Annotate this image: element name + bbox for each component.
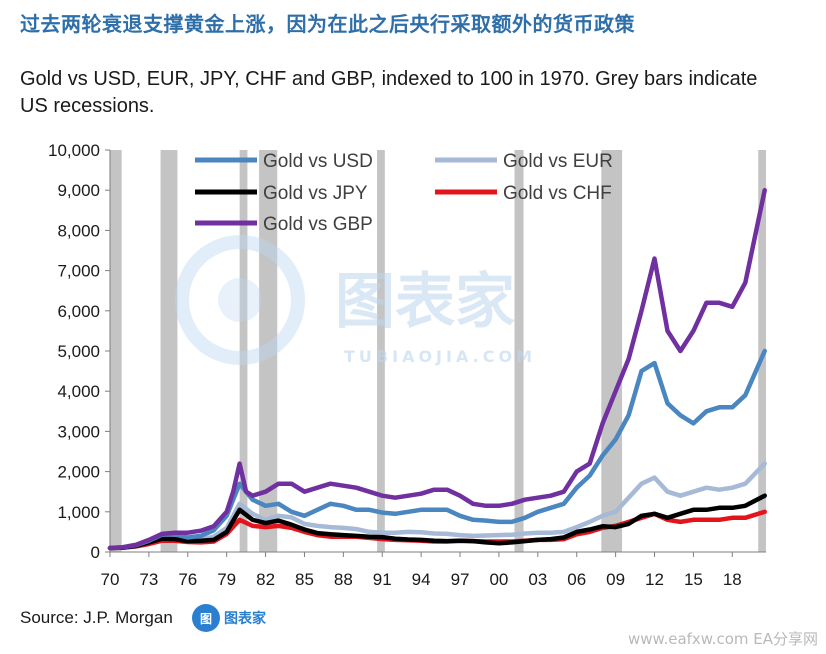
legend-label-gold-vs-chf: Gold vs CHF <box>503 183 612 204</box>
x-tick-label: 06 <box>567 570 586 589</box>
y-tick-label: 0 <box>91 543 100 562</box>
x-tick-label: 18 <box>723 570 742 589</box>
watermark-subtext: TUBIAOJIA.COM <box>344 347 536 366</box>
x-tick-label: 70 <box>101 570 120 589</box>
x-tick-label: 85 <box>295 570 314 589</box>
x-tick-label: 12 <box>645 570 664 589</box>
recession-bar-1 <box>160 150 178 552</box>
recession-bar-0 <box>110 150 122 552</box>
x-tick-label: 94 <box>412 570 431 589</box>
series-line-gold-vs-gbp <box>107 187 767 551</box>
x-tick-label: 76 <box>178 570 197 589</box>
source-logo: 图 图表家 <box>192 604 266 632</box>
y-tick-label: 10,000 <box>48 141 100 160</box>
headline: 过去两轮衰退支撑黄金上涨，因为在此之后央行采取额外的货币政策 <box>20 12 635 36</box>
y-tick-label: 7,000 <box>57 262 100 281</box>
recession-bar-6 <box>601 150 623 552</box>
logo-icon: 图 <box>192 604 220 632</box>
x-tick-label: 79 <box>217 570 236 589</box>
recession-bars <box>110 150 766 552</box>
legend-label-gold-vs-usd: Gold vs USD <box>263 151 373 172</box>
x-tick-label: 91 <box>373 570 392 589</box>
legend-label-gold-vs-jpy: Gold vs JPY <box>263 183 368 204</box>
recession-bar-2 <box>239 150 248 552</box>
legend-label-gold-vs-gbp: Gold vs GBP <box>263 214 373 235</box>
watermark: 图表家 TUBIAOJIA.COM <box>175 235 536 366</box>
chart-subtitle: Gold vs USD, EUR, JPY, CHF and GBP, inde… <box>20 68 758 117</box>
y-tick-label: 9,000 <box>57 181 100 200</box>
y-tick-label: 2,000 <box>57 463 100 482</box>
footer-watermark: www.eafxw.com EA分享网 <box>628 630 818 648</box>
legend: Gold vs USD Gold vs EUR Gold vs JPY Gold vs… <box>195 151 613 235</box>
x-tick-label: 09 <box>606 570 625 589</box>
y-tick-label: 6,000 <box>57 302 100 321</box>
y-tick-label: 4,000 <box>57 382 100 401</box>
series-line-gold-vs-usd <box>107 348 767 551</box>
y-tick-label: 5,000 <box>57 342 100 361</box>
recession-bar-5 <box>514 150 524 552</box>
y-tick-label: 1,000 <box>57 503 100 522</box>
series-lines <box>107 187 767 551</box>
y-tick-label: 8,000 <box>57 221 100 240</box>
x-tick-label: 03 <box>528 570 547 589</box>
x-tick-label: 00 <box>489 570 508 589</box>
legend-label-gold-vs-eur: Gold vs EUR <box>503 151 613 172</box>
logo-text: 图表家 <box>224 611 266 627</box>
recession-bar-4 <box>377 150 385 552</box>
source-note: Source: J.P. Morgan <box>20 608 173 627</box>
x-tick-label: 82 <box>256 570 275 589</box>
recession-bar-7 <box>758 150 766 552</box>
x-tick-label: 97 <box>451 570 470 589</box>
x-tick-label: 88 <box>334 570 353 589</box>
axes: 0 1,000 2,000 3,000 4,000 5,000 6,000 7,000 8,00… <box>48 141 766 589</box>
series-line-gold-vs-eur <box>107 461 767 551</box>
x-tick-label: 15 <box>684 570 703 589</box>
series-line-gold-vs-jpy <box>107 493 767 551</box>
chart: 图表家 TUBIAOJIA.COM 0 1,000 2,000 3,000 4,000 5… <box>48 141 767 589</box>
watermark-text: 图表家 <box>335 267 515 337</box>
x-tick-label: 73 <box>139 570 158 589</box>
y-tick-label: 3,000 <box>57 422 100 441</box>
recession-bar-3 <box>259 150 278 552</box>
